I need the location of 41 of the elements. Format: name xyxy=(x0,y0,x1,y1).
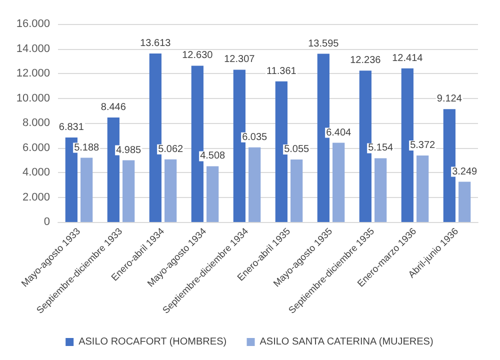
data-label: 4.508 xyxy=(200,150,226,162)
bar xyxy=(458,182,471,222)
y-tick-label: 2.000 xyxy=(22,191,50,204)
bar xyxy=(164,159,177,222)
data-label: 5.372 xyxy=(410,140,436,152)
y-tick-label: 4.000 xyxy=(22,166,50,178)
data-label: 5.154 xyxy=(368,142,394,154)
bar xyxy=(290,159,303,222)
data-label: 9.124 xyxy=(436,94,462,105)
data-label: 5.055 xyxy=(284,144,310,155)
bar xyxy=(80,158,93,222)
y-tick-label: 0 xyxy=(44,216,50,228)
y-tick-label: 10.000 xyxy=(16,92,50,104)
y-tick-label: 14.000 xyxy=(16,42,50,55)
data-label: 13.613 xyxy=(140,38,172,50)
y-tick-label: 16.000 xyxy=(16,18,50,30)
data-label: 8.446 xyxy=(100,102,126,113)
bar xyxy=(248,147,261,222)
data-label: 6.404 xyxy=(326,127,352,138)
data-label: 12.630 xyxy=(182,50,214,62)
data-label: 3.249 xyxy=(452,166,478,178)
bar xyxy=(332,142,345,222)
data-label: 5.062 xyxy=(158,144,184,155)
legend-label: ASILO SANTA CATERINA (MUJERES) xyxy=(260,336,434,348)
data-label: 11.361 xyxy=(266,66,297,77)
data-label: 12.414 xyxy=(392,52,424,64)
y-tick-label: 6.000 xyxy=(22,142,50,154)
data-label: 6.035 xyxy=(242,132,268,143)
data-label: 13.595 xyxy=(308,38,340,50)
y-tick-label: 8.000 xyxy=(22,117,50,129)
data-label: 12.236 xyxy=(350,55,382,66)
legend-label: ASILO ROCAFORT (HOMBRES) xyxy=(78,336,227,348)
data-label: 12.307 xyxy=(224,54,256,66)
bar xyxy=(206,166,219,222)
data-label: 5.188 xyxy=(74,142,100,154)
data-label: 4.985 xyxy=(116,144,142,156)
bar xyxy=(374,158,387,222)
bar xyxy=(122,160,135,222)
y-tick-label: 12.000 xyxy=(16,68,50,80)
bar xyxy=(416,156,429,222)
data-label: 6.831 xyxy=(58,122,84,133)
